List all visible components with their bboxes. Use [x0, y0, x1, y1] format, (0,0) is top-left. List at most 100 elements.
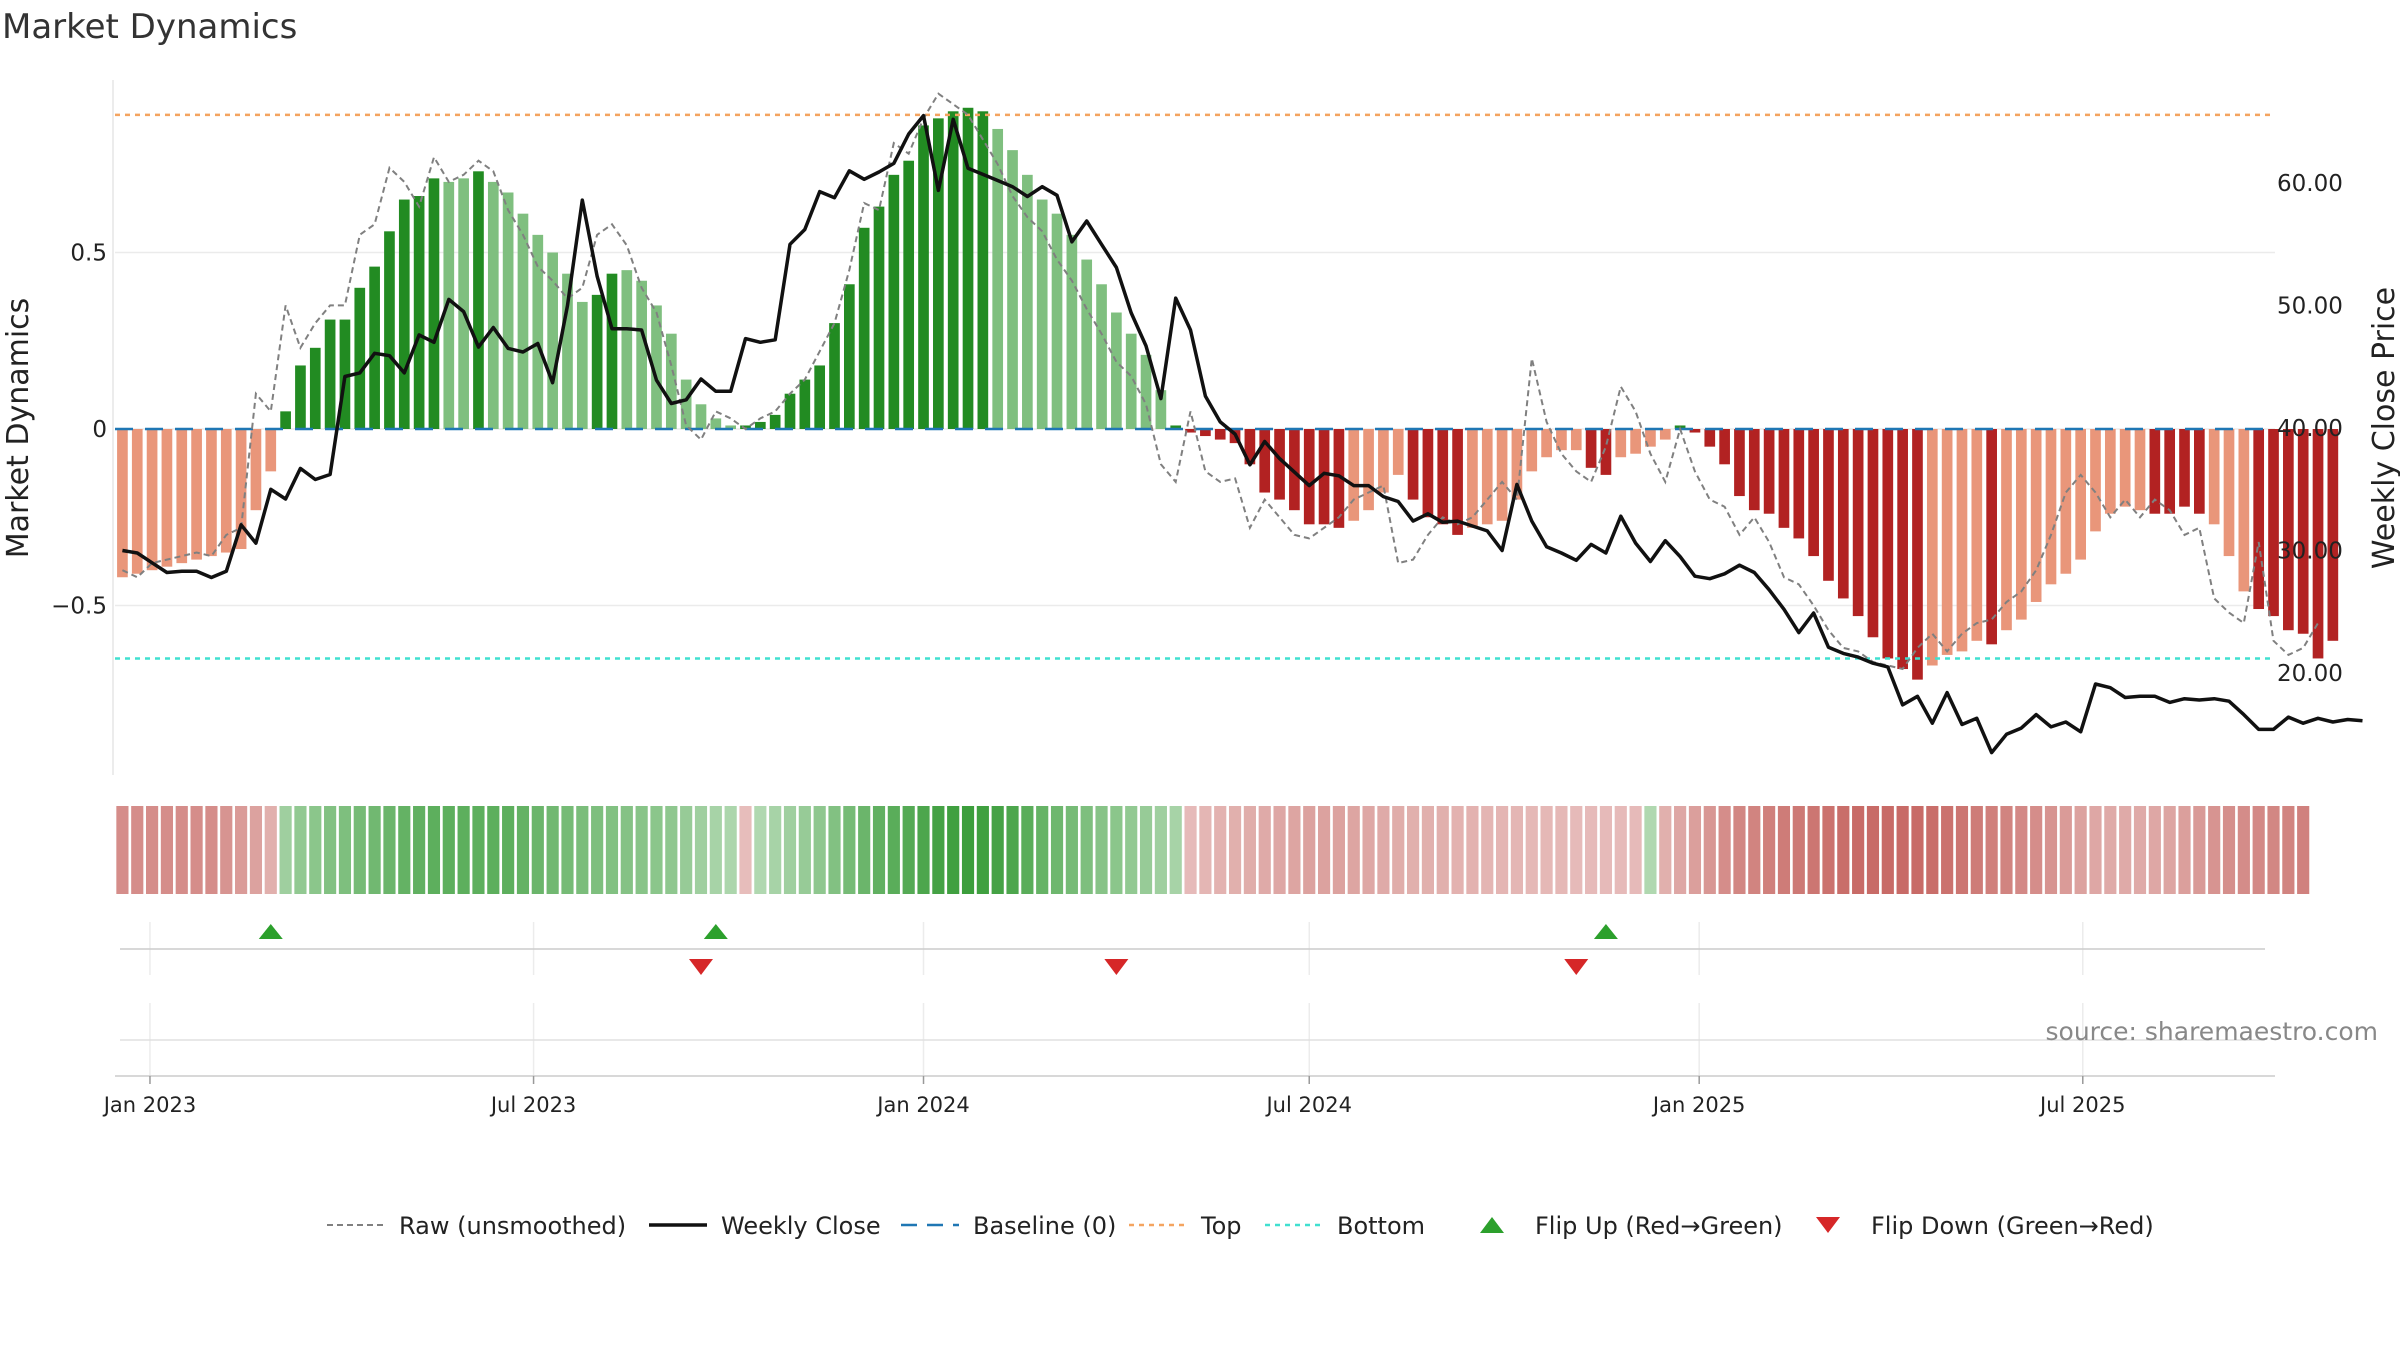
momentum-bar — [1170, 425, 1182, 429]
trend-strength-cell — [1896, 806, 1909, 894]
source-label: source: sharemaestro.com — [2046, 1017, 2379, 1046]
trend-strength-cell — [1050, 806, 1064, 894]
trend-strength-cell — [502, 806, 515, 894]
flip-signal-panel — [120, 922, 2265, 975]
trend-strength-cell — [2282, 806, 2295, 894]
left-axis-title: Market Dynamics — [1, 298, 36, 559]
trend-strength-cell — [1451, 806, 1464, 894]
trend-strength-cell — [828, 806, 841, 894]
x-tick-label: Jul 2025 — [2038, 1093, 2125, 1117]
trend-strength-cell — [160, 806, 174, 894]
trend-strength-cell — [264, 806, 277, 894]
trend-strength-cell — [605, 806, 619, 894]
trend-strength-cell — [2163, 806, 2176, 894]
trend-strength-cell — [383, 806, 396, 894]
trend-strength-cell — [235, 806, 248, 894]
momentum-bar — [398, 199, 410, 429]
x-tick-label: Jul 2024 — [1264, 1093, 1351, 1117]
trend-strength-cell — [1288, 806, 1301, 894]
momentum-bar — [695, 404, 707, 429]
trend-strength-cell — [472, 806, 485, 894]
trend-strength-cell — [1228, 806, 1242, 894]
momentum-bar — [1259, 429, 1271, 493]
trend-strip-panel — [116, 806, 2310, 894]
trend-strength-cell — [1866, 806, 1880, 894]
trend-strength-cell — [131, 806, 144, 894]
momentum-bar — [339, 319, 351, 429]
momentum-bar — [1585, 429, 1597, 468]
momentum-bar — [1719, 429, 1730, 465]
trend-strength-cell — [353, 806, 366, 894]
trend-strength-cell — [309, 806, 322, 894]
trend-strength-cell — [694, 806, 708, 894]
trend-strength-cell — [294, 806, 307, 894]
trend-strength-cell — [1926, 806, 1939, 894]
trend-strength-cell — [783, 806, 797, 894]
trend-strength-cell — [205, 806, 218, 894]
momentum-bar — [2075, 429, 2086, 560]
trend-strength-cell — [1377, 806, 1390, 894]
trend-strength-cell — [1036, 806, 1049, 894]
momentum-bar — [1214, 429, 1226, 440]
trend-strength-cell — [2178, 806, 2191, 894]
trend-strength-cell — [1347, 806, 1360, 894]
trend-strength-cell — [1510, 806, 1524, 894]
momentum-bar — [2208, 429, 2220, 525]
momentum-bar — [1303, 429, 1315, 525]
right-tick-label: 60.00 — [2277, 171, 2343, 197]
flip-down-marker — [688, 959, 713, 975]
momentum-bar — [933, 118, 944, 430]
trend-strength-cell — [917, 806, 930, 894]
flip-up-marker — [1593, 924, 1618, 939]
momentum-bar — [1111, 312, 1122, 429]
trend-strength-cell — [1006, 806, 1019, 894]
momentum-bar — [1407, 429, 1419, 500]
trend-strength-cell — [116, 806, 129, 894]
trend-strength-cell — [932, 806, 945, 894]
momentum-bar — [1274, 429, 1285, 500]
momentum-bar — [176, 429, 188, 564]
momentum-bar — [1600, 429, 1612, 475]
momentum-bar — [829, 323, 840, 429]
trend-strength-cell — [1807, 806, 1820, 894]
trend-strength-cell — [279, 806, 292, 894]
left-tick-label: 0 — [92, 417, 107, 443]
momentum-bar — [1318, 429, 1330, 525]
trend-strength-cell — [190, 806, 203, 894]
trend-strength-cell — [680, 806, 693, 894]
trend-strength-cell — [650, 806, 663, 894]
trend-strength-cell — [1822, 806, 1835, 894]
trend-strength-cell — [1763, 806, 1776, 894]
main-panel: 0.5 0 −0.5 60.00 50.00 40.00 30.00 20.00 Market … — [1, 80, 2400, 775]
trend-strength-cell — [739, 806, 752, 894]
momentum-bar — [1333, 429, 1345, 528]
momentum-bar — [1096, 284, 1107, 429]
trend-strength-cell — [368, 806, 381, 894]
legend-item-top: Top — [1129, 1212, 1242, 1240]
momentum-bar — [2060, 429, 2072, 574]
trend-strength-cell — [1955, 806, 1969, 894]
momentum-bar — [2327, 429, 2339, 641]
legend-item-bottom: Bottom — [1265, 1212, 1425, 1240]
momentum-bar — [1986, 429, 1997, 645]
trend-strength-cell — [427, 806, 441, 894]
trend-strength-cell — [442, 806, 455, 894]
trend-strength-cell — [1540, 806, 1553, 894]
trend-strength-cell — [1421, 806, 1434, 894]
trend-strength-cell — [798, 806, 811, 894]
trend-strength-cell — [1481, 806, 1494, 894]
trend-strength-cell — [620, 806, 633, 894]
momentum-bar — [1289, 429, 1300, 511]
trend-strength-cell — [546, 806, 559, 894]
right-tick-label: 20.00 — [2277, 661, 2343, 687]
trend-strength-cell — [1065, 806, 1078, 894]
trend-strength-cell — [2000, 806, 2013, 894]
momentum-bar — [576, 301, 588, 429]
trend-strength-cell — [709, 806, 722, 894]
trend-strength-cell — [457, 806, 470, 894]
left-tick-label: 0.5 — [70, 241, 107, 267]
momentum-bar — [1778, 429, 1790, 528]
trend-strength-cell — [1703, 806, 1716, 894]
momentum-bar — [1081, 259, 1093, 429]
flip-up-marker — [258, 924, 283, 939]
